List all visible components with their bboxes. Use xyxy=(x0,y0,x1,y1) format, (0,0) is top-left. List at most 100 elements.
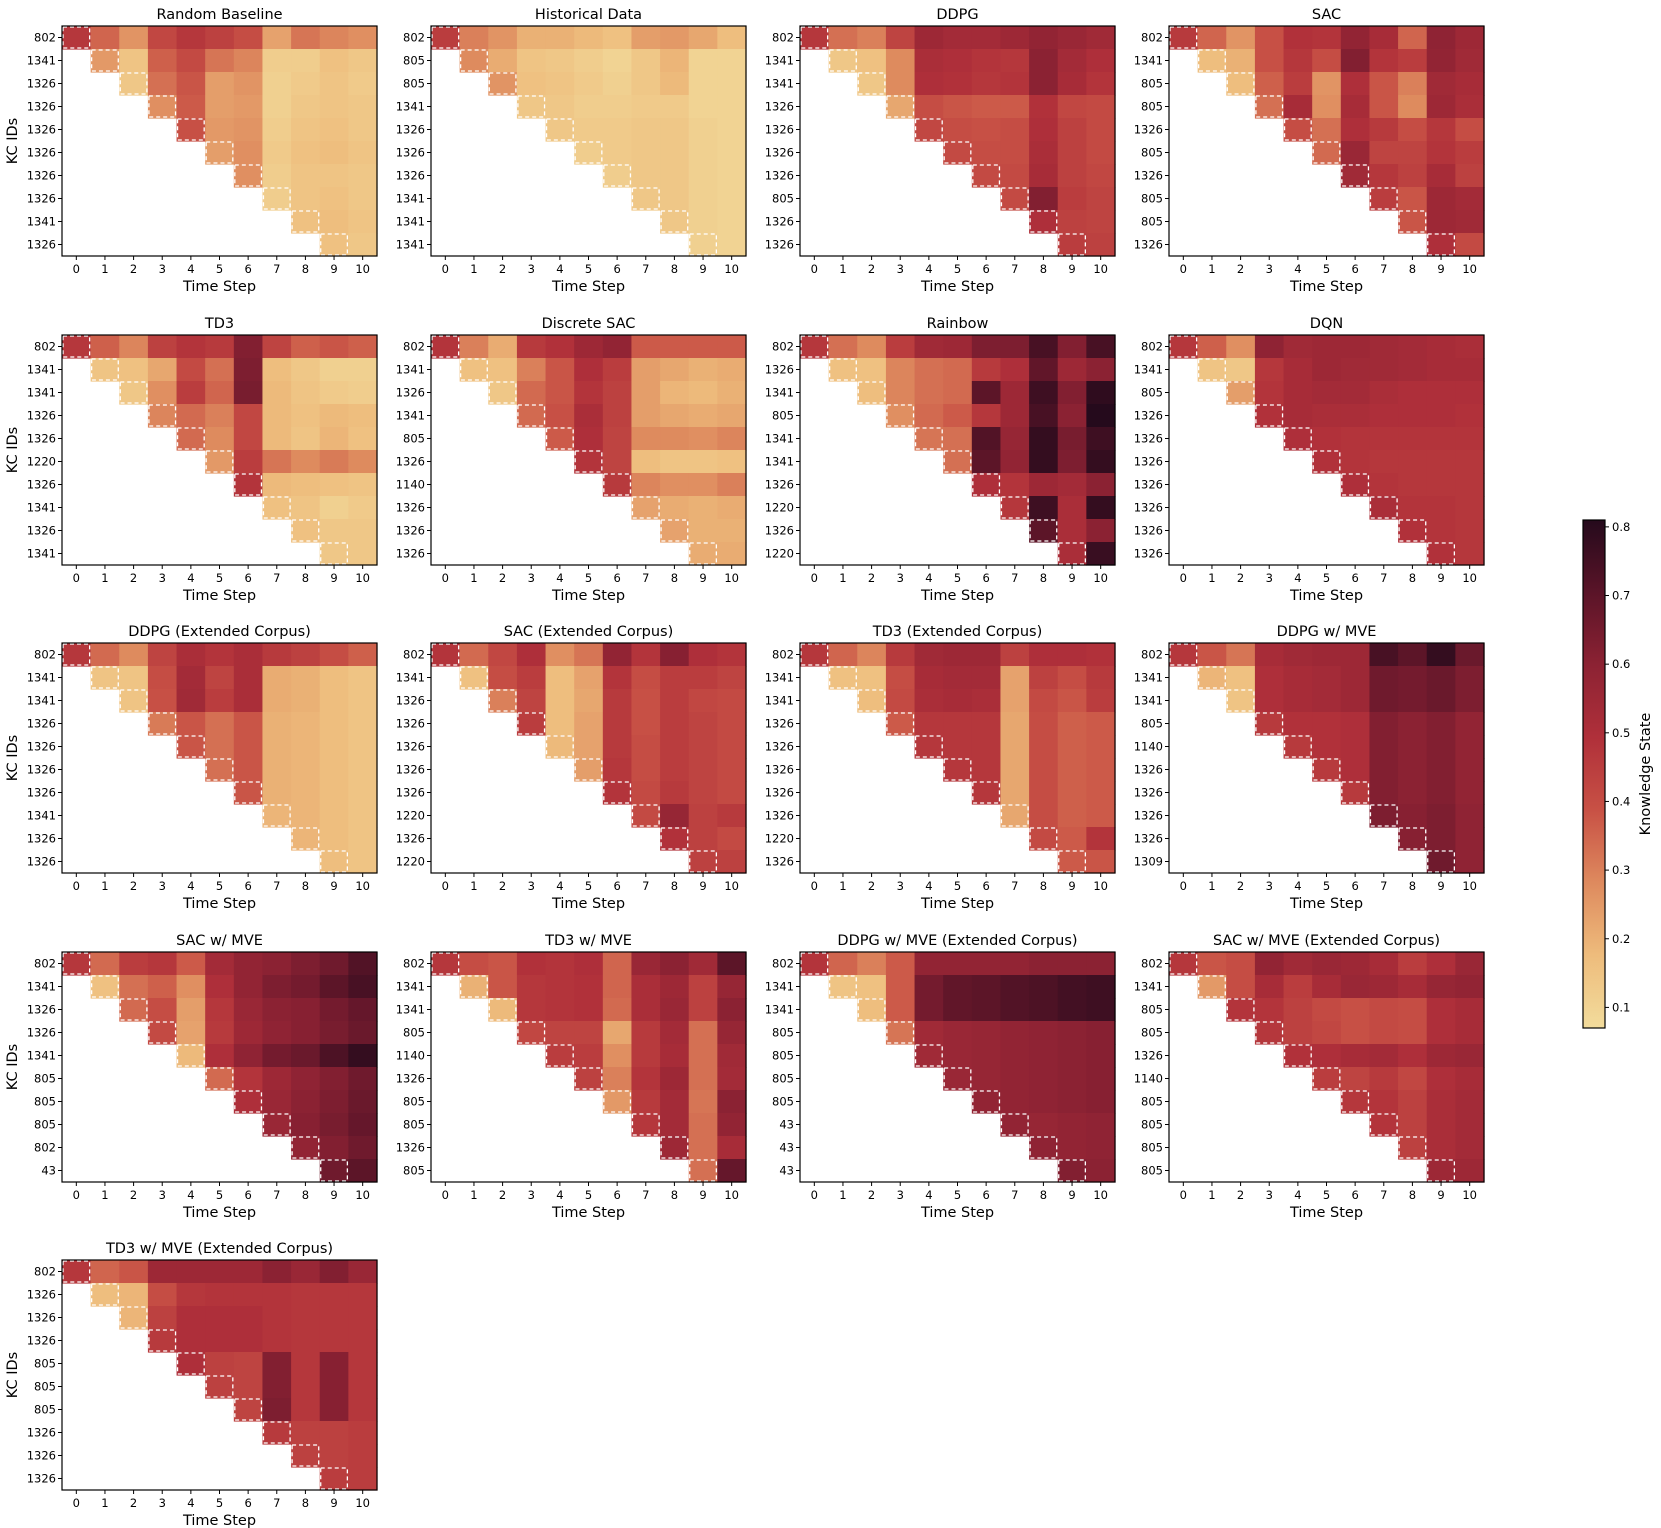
heatmap-cell xyxy=(1029,187,1059,211)
x-tick-label: 2 xyxy=(868,262,875,276)
heatmap-cell xyxy=(1057,643,1087,667)
heatmap-cell xyxy=(602,758,633,782)
x-tick-label: 3 xyxy=(897,262,904,276)
heatmap-cell xyxy=(1369,1090,1399,1114)
y-tick-label: 1341 xyxy=(765,1003,794,1017)
heatmap-cell xyxy=(348,95,378,119)
current-step-marker xyxy=(431,335,460,358)
heatmap-cell xyxy=(1455,781,1485,805)
x-tick-label: 2 xyxy=(1237,879,1244,893)
y-tick-label: 1326 xyxy=(27,192,56,206)
heatmap-grid: Random Baseline8021341132613261326132613… xyxy=(5,7,1485,1528)
heatmap-cell xyxy=(1086,450,1116,474)
y-tick-label: 1326 xyxy=(396,524,425,538)
heatmap-cell xyxy=(1254,712,1285,736)
colorbar-tick-label: 0.5 xyxy=(1612,726,1630,740)
x-tick-label: 2 xyxy=(499,1188,506,1202)
heatmap-cell xyxy=(1029,643,1059,667)
heatmap-cell xyxy=(1398,118,1428,142)
current-step-marker xyxy=(1398,827,1427,850)
y-tick-label: 805 xyxy=(1141,146,1163,160)
x-tick-label: 3 xyxy=(1266,262,1273,276)
y-tick-label: 1326 xyxy=(27,786,56,800)
heatmap-cell xyxy=(1086,210,1116,234)
heatmap-cell xyxy=(885,335,916,359)
y-tick-label: 805 xyxy=(403,54,425,68)
x-tick-label: 3 xyxy=(159,571,166,585)
x-tick-label: 3 xyxy=(897,1188,904,1202)
heatmap-cell xyxy=(574,735,604,759)
current-step-marker xyxy=(459,666,488,689)
heatmap-cell xyxy=(1426,1044,1456,1068)
heatmap-cell xyxy=(1029,427,1059,451)
current-step-marker xyxy=(459,358,488,381)
heatmap-cell xyxy=(319,49,349,73)
heatmap-cell xyxy=(660,1090,690,1114)
heatmap-cell xyxy=(1369,689,1399,713)
heatmap-cell xyxy=(602,450,633,474)
heatmap-cell xyxy=(262,1421,292,1445)
x-tick-label: 7 xyxy=(1011,571,1018,585)
heatmap-cell xyxy=(516,1021,547,1045)
heatmap-cell xyxy=(233,141,264,165)
heatmap-cell xyxy=(545,735,575,759)
heatmap-cell xyxy=(233,758,264,782)
heatmap-cell xyxy=(1312,49,1342,73)
x-tick-label: 10 xyxy=(1462,262,1477,276)
y-tick-label: 805 xyxy=(1141,77,1163,91)
current-step-marker xyxy=(660,210,689,233)
heatmap-cell xyxy=(857,643,887,667)
x-tick-label: 5 xyxy=(585,879,592,893)
x-tick-label: 9 xyxy=(1437,879,1444,893)
current-step-marker xyxy=(886,404,915,427)
x-tick-label: 6 xyxy=(613,262,620,276)
heatmap-cell xyxy=(348,473,378,497)
heatmap-cell xyxy=(147,72,178,96)
y-tick-label: 1326 xyxy=(27,1334,56,1348)
colorbar-tick-label: 0.7 xyxy=(1612,589,1630,603)
heatmap-cell xyxy=(319,1136,349,1160)
heatmap-cell xyxy=(319,450,349,474)
x-tick-label: 0 xyxy=(1180,1188,1187,1202)
x-tick-label: 2 xyxy=(1237,571,1244,585)
heatmap-cell xyxy=(1226,335,1256,359)
x-axis-label: Time Step xyxy=(551,896,625,912)
y-tick-label: 805 xyxy=(1141,1118,1163,1132)
heatmap-cell xyxy=(1029,1044,1059,1068)
heatmap-cell xyxy=(602,1044,633,1068)
current-step-marker xyxy=(631,804,660,827)
heatmap-cell xyxy=(1340,118,1371,142)
heatmap-cell xyxy=(545,49,575,73)
heatmap-cell xyxy=(488,952,518,976)
heatmap-cell xyxy=(1086,975,1116,999)
x-tick-label: 6 xyxy=(1351,1188,1358,1202)
heatmap-cell xyxy=(1398,712,1428,736)
y-tick-label: 1326 xyxy=(27,717,56,731)
y-tick-label: 1326 xyxy=(1134,478,1163,492)
heatmap-cell xyxy=(319,427,349,451)
heatmap-cell xyxy=(971,95,1002,119)
heatmap-cell xyxy=(1086,473,1116,497)
heatmap-cell xyxy=(488,26,518,50)
heatmap-cell xyxy=(319,26,349,50)
heatmap-cell xyxy=(943,49,973,73)
current-step-marker xyxy=(119,689,148,712)
heatmap-cell xyxy=(1029,95,1059,119)
heatmap-cell xyxy=(1029,1021,1059,1045)
heatmap-cell xyxy=(660,358,690,382)
x-tick-label: 3 xyxy=(528,262,535,276)
x-tick-label: 0 xyxy=(811,879,818,893)
heatmap-cell xyxy=(233,1375,264,1399)
current-step-marker xyxy=(1058,233,1087,256)
heatmap-cell xyxy=(914,381,944,405)
heatmap-cell xyxy=(602,712,633,736)
heatmap-cell xyxy=(319,1329,349,1353)
current-step-marker xyxy=(90,1283,119,1306)
y-tick-label: 805 xyxy=(1141,192,1163,206)
y-tick-label: 1326 xyxy=(396,455,425,469)
heatmap-cell xyxy=(516,72,547,96)
y-tick-label: 805 xyxy=(34,1380,56,1394)
heatmap-cell xyxy=(1369,735,1399,759)
y-tick-label: 1140 xyxy=(1134,740,1163,754)
x-tick-label: 5 xyxy=(585,262,592,276)
